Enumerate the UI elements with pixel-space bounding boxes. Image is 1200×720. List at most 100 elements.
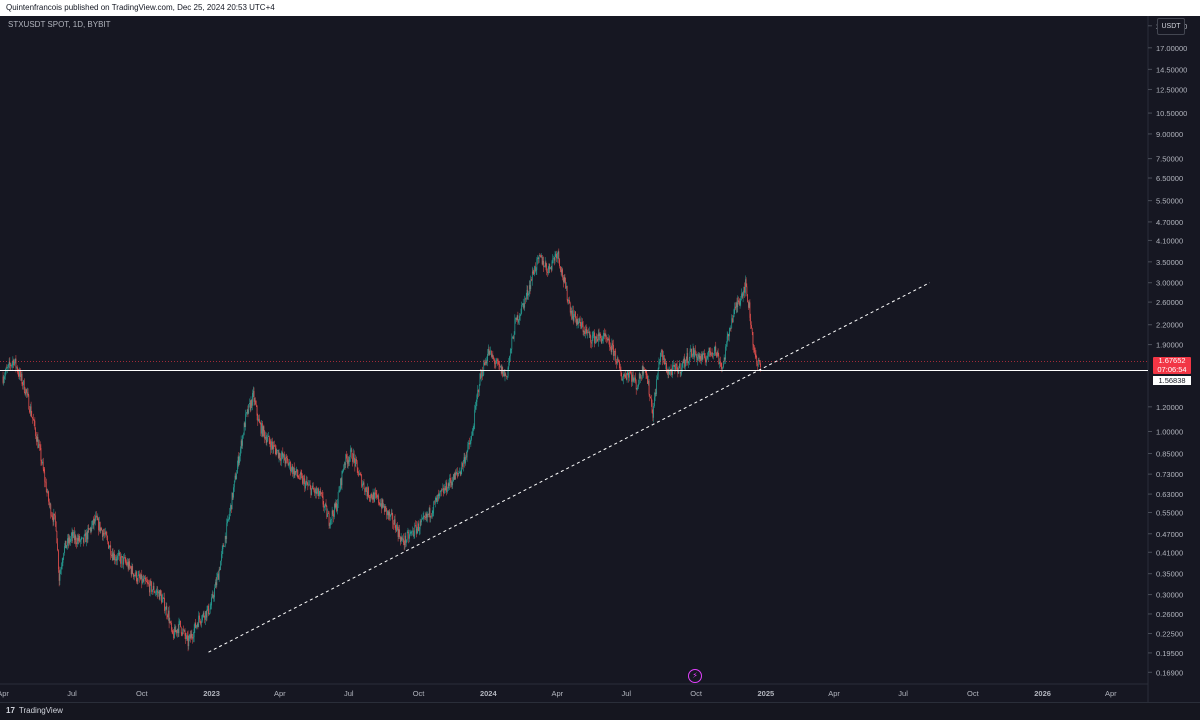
candle-body xyxy=(628,372,629,378)
candle-body xyxy=(43,469,45,473)
candle-body xyxy=(325,503,327,506)
candle-body xyxy=(41,460,43,464)
candle-body xyxy=(674,366,676,370)
candle-body xyxy=(529,285,531,290)
price-tick-label: 2.20000 xyxy=(1156,321,1183,330)
candle-body xyxy=(491,355,493,357)
candle-body xyxy=(28,395,30,410)
candle-body xyxy=(615,351,617,362)
candle-body xyxy=(619,368,621,370)
candle-body xyxy=(95,515,96,522)
candle-body xyxy=(157,590,159,594)
candle-body xyxy=(361,475,363,487)
candle-body xyxy=(673,365,675,367)
candle-body xyxy=(530,279,532,290)
candle-body xyxy=(51,515,52,517)
candle-body xyxy=(625,374,626,378)
lightning-icon[interactable]: ⚡ xyxy=(688,669,702,683)
candle-body xyxy=(591,336,593,344)
candle-body xyxy=(323,504,325,508)
candle-body xyxy=(324,505,325,508)
tradingview-logo[interactable]: 17 TradingView xyxy=(6,706,63,715)
candle-body xyxy=(608,339,610,340)
horizontal-line-price-label: 1.56838 xyxy=(1153,376,1191,385)
candle-body xyxy=(404,535,406,546)
current-price-value: 1.67652 xyxy=(1158,356,1186,365)
currency-button[interactable]: USDT xyxy=(1157,18,1185,35)
candle-body xyxy=(300,472,302,475)
candle-body xyxy=(442,488,444,490)
candle-body xyxy=(663,355,665,364)
candle-body xyxy=(629,372,631,373)
candle-body xyxy=(534,266,536,271)
candle-body xyxy=(62,558,64,563)
candle-body xyxy=(218,569,220,580)
price-chart[interactable]: 20.0000017.0000014.5000012.5000010.50000… xyxy=(0,16,1200,702)
candle-body xyxy=(503,370,505,376)
candle-body xyxy=(44,472,46,482)
candle-body xyxy=(658,361,660,369)
candle-body xyxy=(60,569,62,574)
candle-body xyxy=(183,630,185,631)
candle-body xyxy=(494,359,495,364)
candle-body xyxy=(227,519,228,524)
candle-body xyxy=(11,362,13,366)
candle-body xyxy=(251,399,253,406)
candle-body xyxy=(464,457,466,464)
candle-body xyxy=(340,478,342,486)
candle-body xyxy=(165,606,167,610)
candle-body xyxy=(648,380,650,395)
candle-body xyxy=(589,331,591,336)
candle-body xyxy=(214,582,216,588)
candle-body xyxy=(435,497,437,501)
candle-body xyxy=(700,356,701,361)
candle-body xyxy=(205,611,207,618)
candle-body xyxy=(518,320,519,323)
candle-body xyxy=(537,257,538,260)
candle-body xyxy=(597,333,599,342)
candle-body xyxy=(15,358,17,368)
candle-body xyxy=(666,363,667,373)
candle-body xyxy=(481,370,482,378)
candle-body xyxy=(521,305,523,314)
candle-body xyxy=(253,391,255,402)
candle-body xyxy=(249,402,251,410)
candle-body xyxy=(434,500,436,502)
candle-body xyxy=(493,357,494,360)
candle-body xyxy=(171,622,172,630)
candle-body xyxy=(155,592,156,594)
candle-body xyxy=(382,499,384,507)
candle-body xyxy=(308,484,309,486)
price-tick-label: 6.50000 xyxy=(1156,174,1183,183)
candle-body xyxy=(633,379,635,381)
candle-body xyxy=(753,345,755,348)
candle-body xyxy=(398,529,400,537)
candle-body xyxy=(477,389,479,396)
candle-body xyxy=(190,633,192,639)
candle-body xyxy=(396,524,397,532)
chart-area[interactable]: 20.0000017.0000014.5000012.5000010.50000… xyxy=(0,16,1200,702)
candle-body xyxy=(470,439,472,444)
candle-body xyxy=(349,456,350,462)
candle-body xyxy=(309,484,311,486)
candle-body xyxy=(451,482,453,486)
candle-body xyxy=(384,506,386,512)
candle-body xyxy=(649,394,651,398)
candle-body xyxy=(758,360,760,361)
candle-body xyxy=(547,271,548,273)
candle-body xyxy=(751,328,753,332)
candle-body xyxy=(104,533,105,535)
candle-body xyxy=(418,523,419,531)
candle-body xyxy=(241,440,243,446)
candle-body xyxy=(575,311,576,319)
candle-body xyxy=(135,571,137,576)
candle-body xyxy=(111,553,113,557)
candle-body xyxy=(366,491,368,497)
candle-body xyxy=(659,361,661,363)
candle-body xyxy=(487,353,488,362)
candle-body xyxy=(252,393,253,406)
candle-body xyxy=(134,575,136,576)
candle-body xyxy=(488,349,490,355)
candle-body xyxy=(704,353,705,358)
candle-body xyxy=(68,537,70,544)
